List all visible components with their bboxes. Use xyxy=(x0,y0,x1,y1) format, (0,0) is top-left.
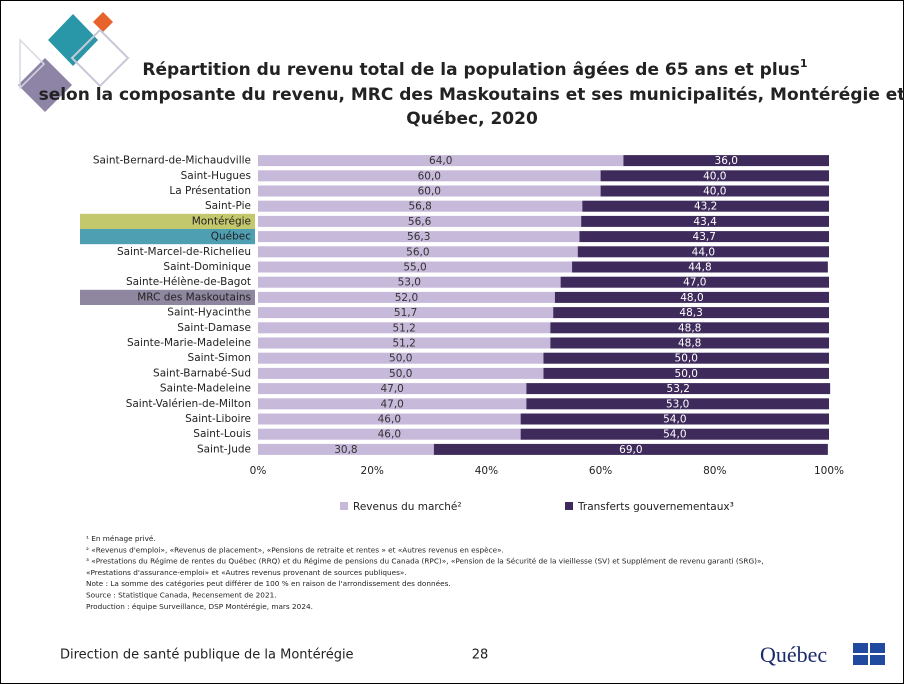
value-label: 60,0 xyxy=(418,186,441,198)
value-label: 40,0 xyxy=(703,186,726,198)
value-label: 46,0 xyxy=(378,429,401,441)
footnote: Production : équipe Surveillance, DSP Mo… xyxy=(86,602,313,611)
value-label: 56,6 xyxy=(408,216,432,228)
logo-text: Québec xyxy=(760,642,827,667)
x-tick-label: 80% xyxy=(703,465,726,477)
category-label: Saint-Hugues xyxy=(181,170,251,182)
value-label: 53,0 xyxy=(666,398,689,410)
x-tick-label: 40% xyxy=(475,465,498,477)
x-tick-label: 60% xyxy=(589,465,612,477)
value-label: 55,0 xyxy=(403,262,426,274)
value-label: 51,2 xyxy=(392,338,415,350)
value-label: 69,0 xyxy=(619,444,642,456)
value-label: 64,0 xyxy=(429,155,452,167)
category-label: Saint-Damase xyxy=(177,322,251,334)
title-line: selon la composante du revenu, MRC des M… xyxy=(39,85,904,105)
category-label: La Présentation xyxy=(169,185,251,197)
value-label: 50,0 xyxy=(675,353,698,365)
footnote: ³ «Prestations du Régime de rentes du Qu… xyxy=(86,557,764,566)
x-tick-label: 0% xyxy=(250,465,267,477)
category-label: Saint-Marcel-de-Richelieu xyxy=(117,246,251,258)
legend-label: Transferts gouvernementaux³ xyxy=(577,501,734,513)
title-line: Répartition du revenu total de la popula… xyxy=(142,57,807,80)
footnote: «Prestations d'assurance-emploi» et «Aut… xyxy=(86,568,407,577)
value-label: 43,2 xyxy=(694,201,717,213)
value-label: 51,2 xyxy=(392,322,415,334)
value-label: 53,0 xyxy=(398,277,421,289)
value-label: 47,0 xyxy=(683,277,706,289)
value-label: 36,0 xyxy=(715,155,738,167)
category-label: Saint-Jude xyxy=(197,443,251,455)
category-label: Montérégie xyxy=(192,215,251,227)
legend-label: Revenus du marché² xyxy=(353,501,462,513)
category-label: Saint-Dominique xyxy=(163,261,251,273)
category-label: Québec xyxy=(211,231,252,243)
value-label: 56,0 xyxy=(406,246,429,258)
value-label: 44,0 xyxy=(692,246,715,258)
value-label: 44,8 xyxy=(688,262,711,274)
category-label: Saint-Valérien-de-Milton xyxy=(126,398,251,410)
value-label: 40,0 xyxy=(703,170,726,182)
value-label: 30,8 xyxy=(334,444,357,456)
value-label: 52,0 xyxy=(395,292,418,304)
value-label: 43,7 xyxy=(693,231,716,243)
value-label: 60,0 xyxy=(418,170,441,182)
value-label: 50,0 xyxy=(675,368,698,380)
legend-swatch xyxy=(565,502,573,510)
value-label: 48,0 xyxy=(680,292,703,304)
value-label: 54,0 xyxy=(663,414,686,426)
value-label: 53,2 xyxy=(667,383,690,395)
value-label: 50,0 xyxy=(389,368,412,380)
value-label: 51,7 xyxy=(394,307,417,319)
value-label: 47,0 xyxy=(380,398,403,410)
category-label: Sainte-Hélène-de-Bagot xyxy=(126,276,251,288)
title-sup: 1 xyxy=(800,57,808,70)
category-label: Saint-Barnabé-Sud xyxy=(153,367,251,379)
category-label: MRC des Maskoutains xyxy=(137,291,251,303)
category-label: Sainte-Marie-Madeleine xyxy=(127,337,251,349)
x-tick-label: 100% xyxy=(814,465,844,477)
category-label: Saint-Bernard-de-Michaudville xyxy=(93,155,251,167)
category-label: Saint-Hyacinthe xyxy=(167,307,251,319)
value-label: 50,0 xyxy=(389,353,412,365)
category-label: Saint-Liboire xyxy=(185,413,251,425)
footnote: ¹ En ménage privé. xyxy=(86,534,156,543)
footnote: ² «Revenus d'emploi», «Revenus de placem… xyxy=(86,545,504,554)
footnote: Note : La somme des catégories peut diff… xyxy=(86,579,451,588)
title-text: Répartition du revenu total de la popula… xyxy=(142,60,799,80)
value-label: 43,4 xyxy=(693,216,717,228)
category-label: Saint-Louis xyxy=(193,428,251,440)
title-line: Québec, 2020 xyxy=(406,109,538,129)
value-label: 54,0 xyxy=(663,429,686,441)
category-label: Saint-Pie xyxy=(205,200,251,212)
page-number: 28 xyxy=(472,648,489,663)
value-label: 46,0 xyxy=(378,414,401,426)
x-tick-label: 20% xyxy=(361,465,384,477)
logo-flag xyxy=(853,643,885,665)
value-label: 56,8 xyxy=(408,201,431,213)
slide: Répartition du revenu total de la popula… xyxy=(0,0,904,684)
footer-org: Direction de santé publique de la Montér… xyxy=(60,648,354,663)
footnote: Source : Statistique Canada, Recensement… xyxy=(86,591,277,600)
value-label: 48,8 xyxy=(678,322,701,334)
category-label: Saint-Simon xyxy=(188,352,251,364)
value-label: 48,8 xyxy=(678,338,701,350)
legend-swatch xyxy=(340,502,348,510)
category-label: Sainte-Madeleine xyxy=(160,383,251,395)
value-label: 48,3 xyxy=(679,307,702,319)
value-label: 56,3 xyxy=(407,231,430,243)
value-label: 47,0 xyxy=(380,383,403,395)
